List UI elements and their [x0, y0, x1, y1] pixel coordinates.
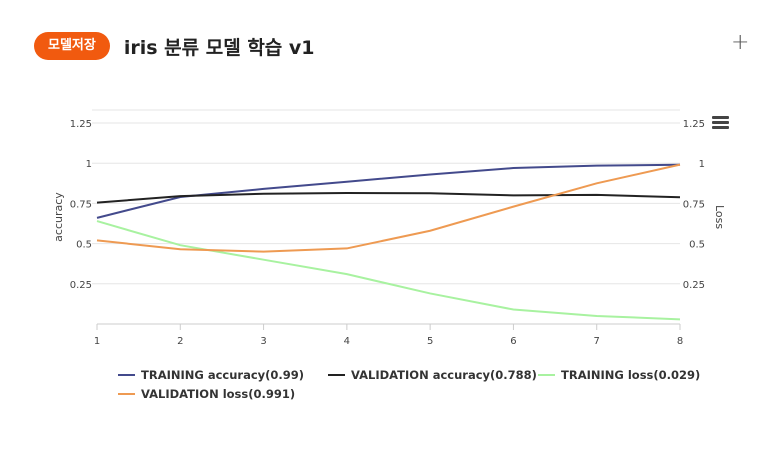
x-tick-label: 6	[510, 336, 516, 347]
grid-lines	[92, 109, 680, 285]
x-tick-label: 1	[94, 336, 100, 347]
axes: 0.25 0.5 0.75 1 1.25 0.25 0.5 0.75 1 1.25 1 2 3 4 5 6 7 8…	[52, 119, 726, 347]
y-left-tick-label: 1	[86, 159, 92, 170]
y-left-tick-label: 0.25	[70, 280, 92, 291]
y-left-tick-label: 1.25	[70, 119, 92, 130]
legend-swatch	[538, 374, 555, 376]
x-tick-label: 3	[260, 336, 266, 347]
legend-label: TRAINING accuracy(0.99)	[141, 368, 305, 382]
series-line-validation-accuracy	[96, 191, 681, 204]
y-left-axis-title: accuracy	[52, 192, 65, 242]
legend-item[interactable]: VALIDATION accuracy(0.788)	[328, 368, 537, 382]
menu-icon[interactable]	[712, 116, 729, 129]
legend-item[interactable]: TRAINING accuracy(0.99)	[118, 368, 304, 382]
series-line-training-loss	[96, 220, 681, 321]
legend-label: TRAINING loss(0.029)	[561, 368, 701, 382]
series-line-training-accuracy	[96, 163, 681, 219]
plus-icon[interactable]: +	[731, 30, 750, 55]
legend-item[interactable]: VALIDATION loss(0.991)	[118, 387, 295, 401]
save-model-button[interactable]: 모델저장	[34, 32, 110, 60]
y-right-tick-label: 0.5	[689, 240, 705, 251]
chart-header: 모델저장 iris 분류 모델 학습 v1	[34, 31, 315, 61]
x-tick-label: 7	[594, 336, 600, 347]
y-right-tick-label: 0.75	[683, 199, 705, 210]
page-title: iris 분류 모델 학습 v1	[123, 36, 315, 59]
x-tick-label: 8	[677, 336, 683, 347]
x-tick-label: 5	[427, 336, 433, 347]
x-tick-label: 4	[344, 336, 350, 347]
x-tick-label: 2	[177, 336, 183, 347]
y-left-tick-label: 0.75	[70, 199, 92, 210]
series-line-validation-loss	[96, 163, 681, 253]
legend-label: VALIDATION accuracy(0.788)	[351, 368, 537, 382]
legend-swatch	[118, 393, 135, 395]
y-right-tick-label: 1	[699, 159, 705, 170]
legend-swatch	[118, 374, 135, 376]
legend-item[interactable]: TRAINING loss(0.029)	[538, 368, 700, 382]
series-lines	[96, 163, 681, 321]
y-right-axis-title: Loss	[713, 205, 726, 229]
y-right-tick-label: 0.25	[683, 280, 705, 291]
legend-label: VALIDATION loss(0.991)	[141, 387, 296, 401]
legend-swatch	[328, 374, 345, 376]
y-right-tick-label: 1.25	[683, 119, 705, 130]
y-left-tick-label: 0.5	[76, 240, 92, 251]
